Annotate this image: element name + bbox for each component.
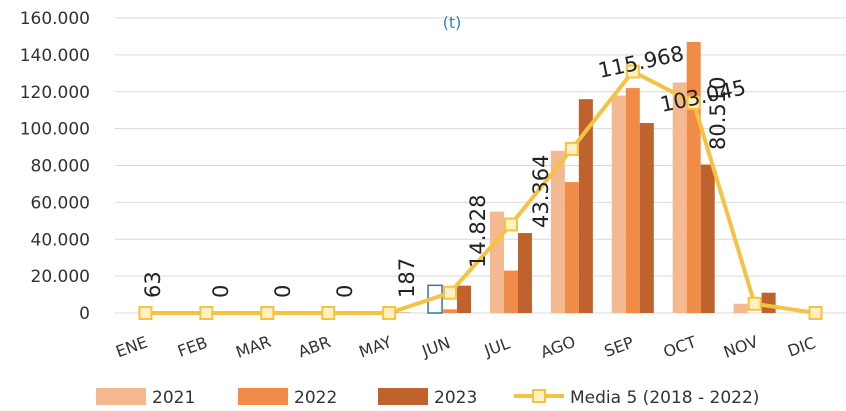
y-tick-label: 120.000: [20, 83, 90, 103]
x-tick-label: NOV: [721, 332, 761, 362]
y-tick-label: 160.000: [20, 9, 90, 29]
bar-2022-JUN: [443, 309, 458, 313]
line-media-5: [145, 69, 816, 315]
bar-2021-AGO: [550, 150, 565, 313]
y-tick-label: 140.000: [20, 46, 90, 66]
bar-2022-SEP: [625, 88, 640, 313]
legend-label-2022: 2022: [294, 388, 337, 408]
x-tick-label: OCT: [661, 332, 699, 361]
y-tick-label: 40.000: [31, 230, 90, 250]
x-tick-label: JUN: [419, 333, 453, 361]
bar-2022-AGO: [564, 182, 579, 313]
x-tick-label: SEP: [602, 333, 637, 361]
bar-2022-OCT: [686, 41, 701, 313]
line-point-AGO: [564, 141, 579, 156]
data-label-SEP: 103.045: [658, 75, 748, 117]
bar-2023-AGO: [578, 99, 593, 314]
y-tick-label: 60.000: [31, 193, 90, 213]
y-tick-label: 80.000: [31, 157, 90, 177]
line-point-MAR: [260, 306, 275, 320]
line-point-NOV: [747, 296, 762, 311]
data-label-ENE: 63: [141, 271, 165, 298]
data-label-OCT: 80.510: [706, 77, 730, 150]
line-point-ABR: [321, 306, 336, 320]
x-tick-label: DIC: [785, 333, 818, 361]
bar-2023-JUL: [517, 233, 532, 313]
data-label-JUN: 14.828: [466, 195, 490, 268]
bar-2021-OCT: [672, 82, 687, 313]
data-label-MAY: 187: [395, 258, 419, 298]
legend-label-2021: 2021: [152, 388, 195, 408]
unit-label: (t): [443, 13, 462, 32]
x-tick-label: JUL: [481, 334, 512, 361]
x-tick-label: ENE: [113, 332, 150, 361]
data-label-ABR: 0: [333, 285, 357, 298]
line-point-JUL: [503, 217, 518, 232]
line-point-OCT: [686, 95, 701, 110]
y-axis-ticks: 0 20.000 40.000 60.000 80.000 100.000 120.000 1…: [20, 9, 90, 324]
data-label-FEB: 0: [209, 285, 233, 298]
y-tick-label: 100.000: [20, 120, 90, 140]
legend-swatch-2021: [96, 388, 146, 405]
bar-2023-JUN: [457, 285, 472, 313]
bar-2021-SEP: [611, 95, 626, 313]
x-tick-label: AGO: [538, 332, 578, 362]
legend-line-marker: [532, 389, 546, 403]
x-axis-ticks: ENE FEB MAR ABR MAY JUN JUL AGO SEP OCT NOV DIC: [113, 332, 818, 362]
x-tick-label: MAR: [233, 332, 273, 362]
legend-swatch-2022: [238, 388, 288, 405]
legend-swatch-2023: [378, 388, 428, 405]
bar-2021-JUL: [489, 211, 504, 313]
line-point-JUN: [443, 285, 458, 300]
bar-2023-OCT: [700, 164, 715, 313]
line-point-DIC: [808, 306, 823, 320]
x-tick-label: ABR: [296, 332, 334, 361]
line-point-SEP: [625, 64, 640, 79]
data-label-MAR: 0: [271, 285, 295, 298]
line-point-MAY: [382, 306, 397, 320]
average-line: [138, 64, 823, 320]
x-tick-label: MAY: [356, 332, 394, 361]
bar-2023-NOV: [761, 292, 776, 313]
gridlines: [115, 17, 846, 314]
legend: 2021 2022 2023 Media 5 (2018 - 2022): [96, 388, 759, 408]
bar-2022-JUL: [503, 270, 518, 313]
legend-label-media: Media 5 (2018 - 2022): [570, 388, 759, 408]
y-tick-label: 0: [79, 304, 90, 324]
line-point-ENE: [138, 306, 153, 320]
y-tick-label: 20.000: [31, 267, 90, 287]
bar-2023-SEP: [639, 123, 654, 314]
x-tick-label: FEB: [175, 333, 210, 361]
bars: [152, 41, 776, 314]
bar-2021-NOV: [733, 303, 748, 313]
data-label-JUL: 43.364: [529, 155, 553, 228]
line-point-FEB: [199, 306, 214, 320]
legend-label-2023: 2023: [434, 388, 477, 408]
